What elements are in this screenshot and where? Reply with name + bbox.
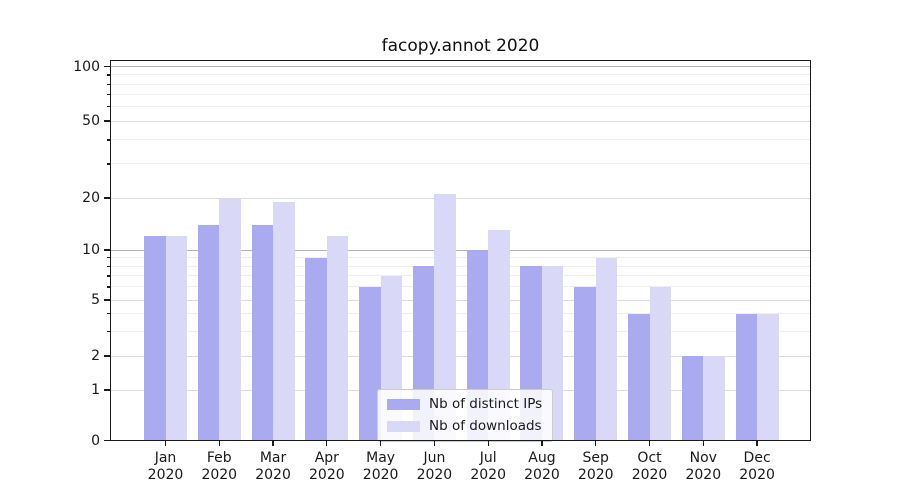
y-tick-label: 50	[82, 113, 100, 129]
bar-downloads	[595, 257, 618, 441]
y-tick-label: 2	[91, 348, 100, 364]
y-minor-tick-mark	[106, 330, 110, 333]
bar-distinct-ips	[681, 356, 704, 441]
chart-title: facopy.annot 2020	[381, 36, 540, 56]
bar-distinct-ips	[735, 313, 758, 441]
x-tick-mark	[595, 441, 597, 446]
legend-item-downloads: Nb of downloads	[387, 418, 542, 434]
y-minor-tick-mark	[106, 265, 110, 267]
y-gridline-minor	[110, 275, 811, 277]
y-tick-mark	[103, 120, 110, 122]
x-tick-label: Oct 2020	[631, 450, 668, 483]
y-minor-tick-mark	[106, 94, 110, 96]
y-tick-label: 0	[91, 432, 100, 449]
y-tick-mark	[103, 355, 110, 357]
x-tick-mark	[218, 441, 220, 446]
y-tick-mark	[103, 197, 110, 199]
x-tick-label: Dec 2020	[739, 450, 775, 483]
bar-distinct-ips	[305, 257, 327, 441]
x-tick-mark	[648, 441, 651, 446]
x-tick-mark	[272, 441, 274, 446]
bar-distinct-ips	[197, 224, 220, 441]
y-tick-label: 10	[82, 242, 100, 258]
y-gridline-minor	[110, 330, 811, 332]
y-minor-tick-mark	[106, 257, 110, 259]
legend-swatch-downloads-icon	[387, 420, 420, 432]
y-gridline-minor	[110, 74, 811, 76]
y-tick-label: 1	[91, 382, 100, 398]
bar-downloads	[488, 230, 510, 441]
y-gridline-minor	[110, 139, 811, 141]
bar-downloads	[326, 236, 349, 441]
y-tick-mark	[103, 299, 110, 301]
bar-downloads	[273, 201, 295, 441]
bar-distinct-ips	[251, 224, 274, 441]
x-tick-label: Mar 2020	[255, 450, 291, 483]
legend-label-distinct-ips: Nb of distinct IPs	[429, 396, 543, 412]
y-gridline-minor	[110, 257, 811, 259]
x-tick-label: Apr 2020	[309, 450, 345, 483]
y-gridline	[110, 249, 811, 251]
legend: Nb of distinct IPs Nb of downloads	[377, 389, 554, 442]
y-tick-mark	[103, 389, 110, 391]
x-tick-mark	[702, 441, 704, 446]
x-tick-mark	[487, 441, 489, 446]
bar-downloads	[434, 193, 456, 441]
y-gridline-minor	[110, 94, 811, 96]
x-tick-label: Aug 2020	[524, 450, 560, 483]
x-tick-label: Sep 2020	[577, 450, 614, 483]
bar-distinct-ips	[628, 313, 650, 441]
y-gridline-minor	[110, 83, 811, 85]
bar-downloads	[649, 286, 672, 441]
x-tick-label: Jul 2020	[470, 450, 506, 483]
y-tick-mark	[103, 439, 110, 442]
y-gridline-minor	[110, 163, 811, 165]
y-minor-tick-mark	[106, 83, 110, 85]
y-minor-tick-mark	[106, 275, 110, 277]
y-minor-tick-mark	[106, 313, 110, 315]
x-tick-label: Feb 2020	[201, 450, 238, 483]
y-tick-label: 20	[82, 190, 100, 206]
x-tick-mark	[433, 441, 436, 446]
y-tick-mark	[103, 249, 110, 251]
bar-downloads	[219, 198, 241, 441]
y-gridline	[110, 120, 811, 122]
y-gridline-minor	[110, 313, 811, 315]
y-minor-tick-mark	[106, 286, 110, 288]
x-tick-mark	[756, 441, 758, 446]
x-tick-mark	[164, 441, 167, 446]
x-tick-mark	[379, 441, 382, 446]
y-minor-tick-mark	[106, 139, 110, 141]
x-tick-label: Jun 2020	[416, 450, 453, 483]
bar-downloads	[703, 356, 725, 441]
x-tick-mark	[541, 441, 543, 446]
y-minor-tick-mark	[106, 106, 110, 108]
bar-distinct-ips	[574, 286, 596, 441]
bar-downloads	[165, 236, 187, 441]
x-tick-mark	[326, 441, 328, 446]
legend-label-downloads: Nb of downloads	[429, 418, 542, 434]
y-tick-mark	[103, 65, 110, 68]
bar-distinct-ips	[144, 236, 166, 441]
y-tick-label: 5	[91, 292, 100, 308]
y-gridline-minor	[110, 265, 811, 267]
x-tick-label: May 2020	[362, 450, 399, 483]
x-tick-label: Nov 2020	[685, 450, 722, 483]
y-gridline	[110, 66, 811, 67]
legend-item-distinct-ips: Nb of distinct IPs	[387, 396, 542, 412]
x-tick-label: Jan 2020	[147, 450, 184, 483]
y-tick-label: 100	[73, 58, 100, 75]
y-minor-tick-mark	[106, 163, 110, 165]
y-minor-tick-mark	[106, 74, 110, 76]
y-gridline	[110, 355, 811, 357]
bar-distinct-ips	[359, 286, 381, 441]
y-gridline	[110, 197, 811, 199]
y-gridline	[110, 299, 811, 301]
y-gridline-minor	[110, 106, 811, 108]
bar-downloads	[757, 313, 779, 441]
y-gridline-minor	[110, 286, 811, 288]
legend-swatch-distinct-ips-icon	[387, 398, 420, 410]
